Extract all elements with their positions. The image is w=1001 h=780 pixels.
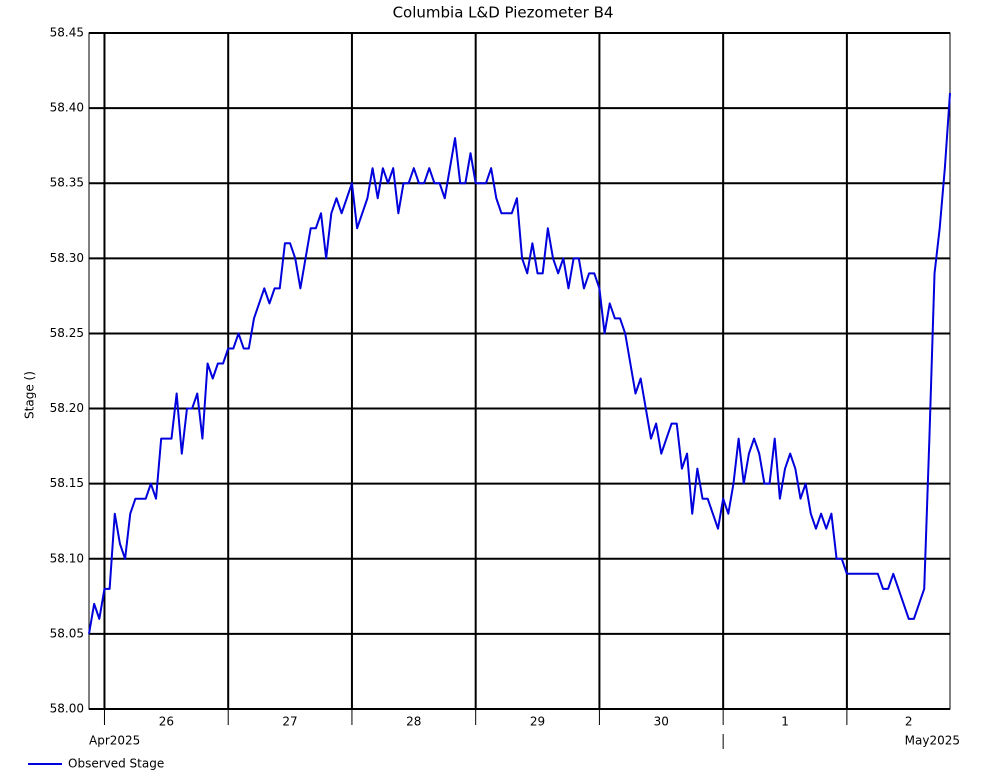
y-tick-label: 58.20 [50,401,84,415]
x-tick-label: 1 [781,715,789,729]
chart-title: Columbia L&D Piezometer B4 [393,4,614,22]
x-tick-label: 28 [406,715,421,729]
data-line [88,93,951,635]
y-tick-label: 58.45 [50,26,84,40]
y-tick-label: 58.05 [50,626,84,640]
x-tick-label: 30 [654,715,669,729]
x-tick-label: 29 [530,715,545,729]
y-tick-label: 58.15 [50,476,84,490]
month-label: May2025 [905,734,960,748]
legend-label: Observed Stage [68,757,164,771]
y-tick-label: 58.00 [50,702,84,716]
y-axis-label: Stage () [23,371,37,419]
y-tick-label: 58.10 [50,551,84,565]
y-tick-label: 58.40 [50,101,84,115]
y-tick-label: 58.30 [50,251,84,265]
plot-frame [88,32,951,710]
y-tick-label: 58.35 [50,176,84,190]
y-tick-label: 58.25 [50,326,84,340]
x-tick-label: 27 [282,715,297,729]
x-tick-label: 2 [905,715,913,729]
x-tick-label: 26 [159,715,174,729]
month-label: Apr2025 [89,734,140,748]
